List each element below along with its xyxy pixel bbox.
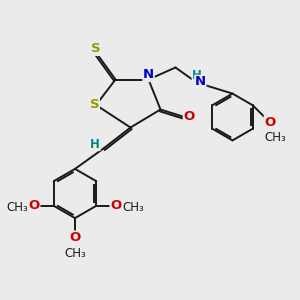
Text: CH₃: CH₃ (6, 201, 28, 214)
Text: N: N (195, 75, 206, 88)
Text: CH₃: CH₃ (122, 201, 144, 214)
Text: H: H (90, 137, 100, 151)
Text: S: S (90, 98, 99, 112)
Text: O: O (69, 231, 81, 244)
Text: O: O (110, 199, 122, 212)
Text: O: O (28, 199, 40, 212)
Text: O: O (183, 110, 195, 124)
Text: N: N (143, 68, 154, 82)
Text: S: S (91, 42, 101, 56)
Text: CH₃: CH₃ (264, 131, 286, 144)
Text: O: O (264, 116, 275, 129)
Text: H: H (192, 69, 202, 82)
Text: CH₃: CH₃ (64, 247, 86, 260)
